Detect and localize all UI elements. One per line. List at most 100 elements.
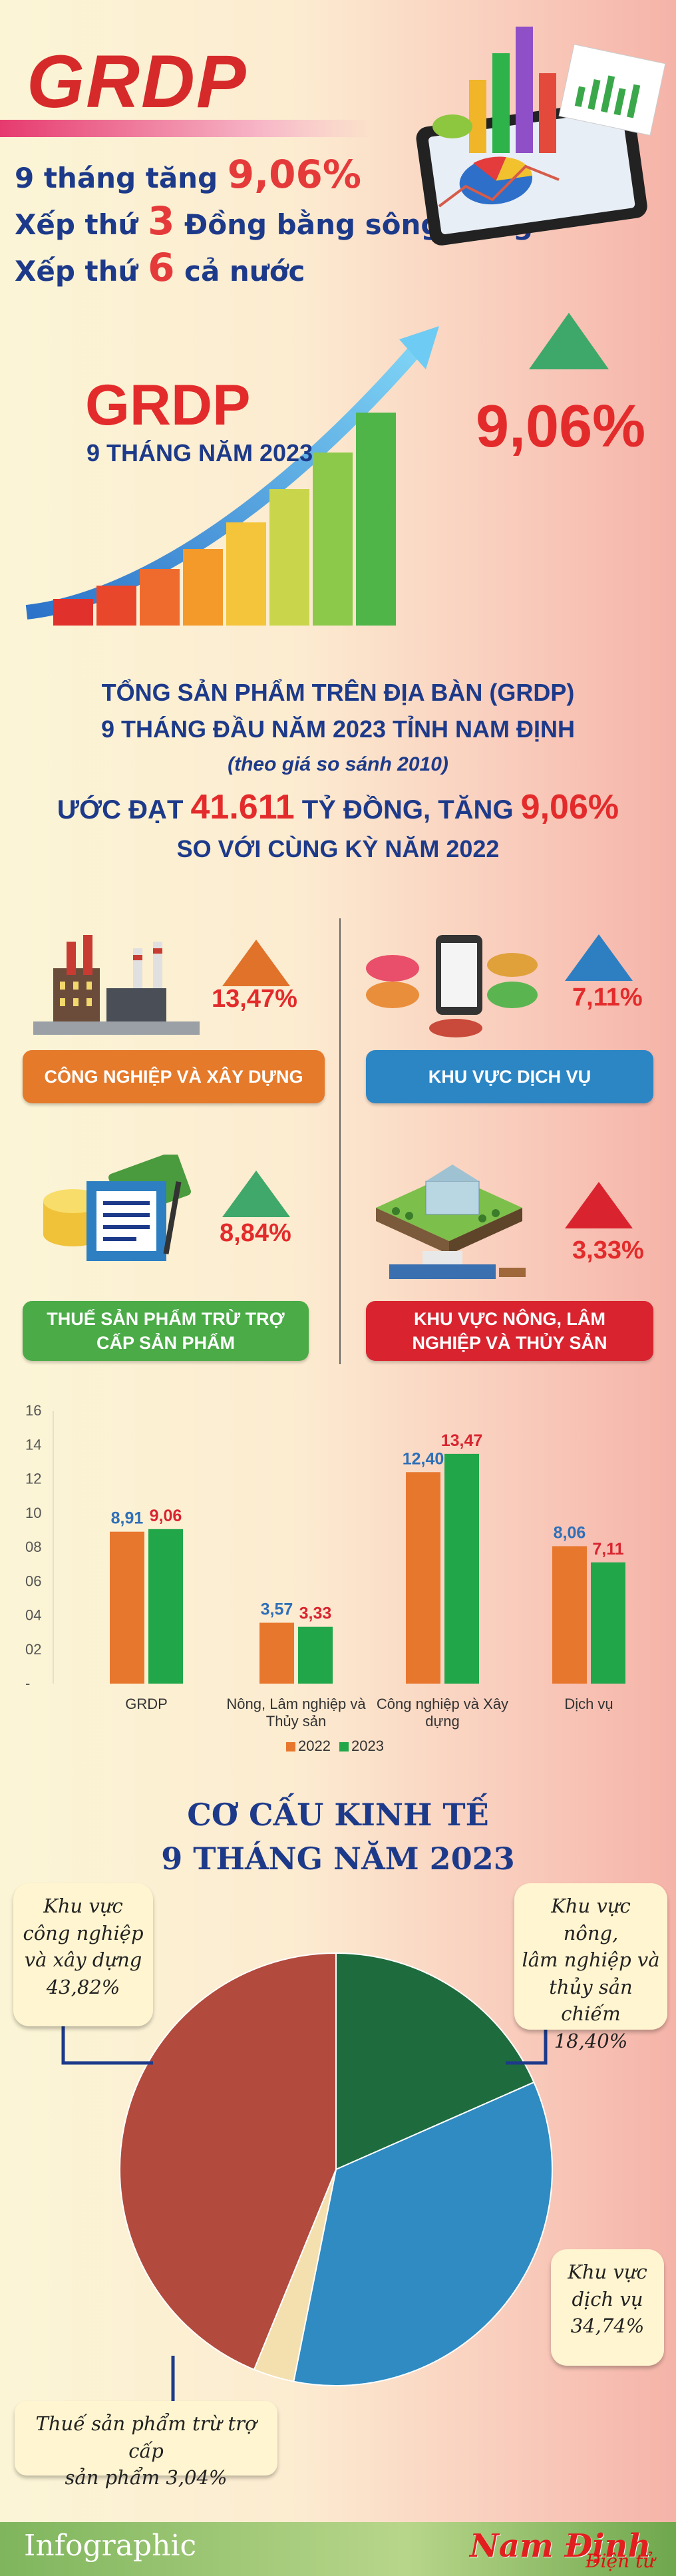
callout-tax: Thuế sản phẩm trừ trợ cấp sản phẩm 3,04% — [15, 2401, 277, 2489]
bar-2022-1 — [259, 1622, 294, 1684]
y-tick-label: 06 — [25, 1572, 41, 1589]
callout-tax-line2: sản phẩm 3,04% — [65, 2466, 228, 2489]
bar-data-label: 3,57 — [261, 1600, 293, 1619]
callout-service-line2: dịch vụ — [572, 2287, 643, 2310]
legend-swatch-2023 — [339, 1742, 349, 1751]
header-title: GRDP — [27, 40, 248, 123]
callout-service-line1: Khu vực — [568, 2261, 647, 2283]
summary-line5: SO VỚI CÙNG KỲ NĂM 2022 — [176, 835, 500, 862]
growth-panel-title: GRDP — [85, 373, 251, 437]
pie-slice-3 — [119, 1952, 337, 2371]
header-line1-value: 9,06% — [227, 152, 361, 197]
industry-percent: 13,47% — [212, 985, 297, 1013]
summary-value: 41.611 — [190, 788, 295, 827]
tax-label: THUẾ SẢN PHẨM TRỪ TRỢ CẤP SẢN PHẨM — [23, 1301, 309, 1361]
bar-2023-1 — [298, 1626, 333, 1684]
bar-2022-0 — [110, 1531, 144, 1684]
bar-data-label: 8,06 — [554, 1523, 586, 1542]
x-category-label: Thủy sản — [266, 1713, 327, 1730]
y-tick-label: 12 — [25, 1471, 41, 1487]
bar-2022-2 — [406, 1472, 440, 1684]
services-percent: 7,11% — [572, 984, 643, 1012]
header-line1-text: 9 tháng tăng — [15, 162, 228, 194]
footer-label: Infographic — [24, 2529, 197, 2563]
footer-bar — [0, 2522, 676, 2576]
agriculture-label: KHU VỰC NÔNG, LÂM NGHIỆP VÀ THỦY SẢN — [366, 1301, 653, 1361]
summary-line1: TỔNG SẢN PHẨM TRÊN ĐỊA BÀN (GRDP) — [101, 679, 575, 706]
services-label: KHU VỰC DỊCH VỤ — [366, 1050, 653, 1103]
agriculture-arrow-icon — [565, 1182, 633, 1228]
industry-label: CÔNG NGHIỆP VÀ XÂY DỰNG — [23, 1050, 325, 1103]
footer-brand-logo[interactable]: Nam Định — [470, 2527, 651, 2565]
tax-arrow-icon — [222, 1171, 290, 1217]
sector-divider — [339, 918, 341, 1364]
pie-chart-title: CƠ CẤU KINH TẾ — [187, 1797, 489, 1833]
summary-line2: 9 THÁNG ĐẦU NĂM 2023 TỈNH NAM ĐỊNH — [100, 715, 576, 743]
x-category-label: GRDP — [125, 1696, 168, 1712]
header-line2-value: 3 — [148, 198, 175, 244]
legend-label-2022: 2022 — [298, 1738, 331, 1754]
services-arrow-icon — [565, 934, 633, 981]
growth-panel-percent: 9,06% — [476, 393, 646, 460]
summary-text-c: TỶ ĐỒNG, TĂNG — [294, 795, 521, 825]
summary-line4: ƯỚC ĐẠT 41.611 TỶ ĐỒNG, TĂNG 9,06% — [0, 787, 676, 827]
agriculture-farm-icon — [376, 1165, 526, 1279]
growth-panel-subtitle: 9 THÁNG NĂM 2023 — [86, 439, 313, 466]
callout-industry: Khu vực công nghiệp và xây dựng 43,82% — [13, 1883, 153, 2026]
y-tick-label: 02 — [25, 1641, 41, 1658]
footer-brand-subtitle: Điện tử — [586, 2550, 655, 2572]
agriculture-percent: 3,33% — [572, 1236, 644, 1264]
tablet-chart-illustration — [416, 27, 666, 246]
header-line3-suffix: cả nước — [174, 255, 305, 287]
summary-growth: 9,06% — [520, 788, 619, 827]
callout-service-line3: 34,74% — [570, 2314, 645, 2338]
callout-industry-line1: Khu vực — [43, 1895, 123, 1917]
y-tick-label: 04 — [25, 1607, 41, 1624]
bar-data-label: 12,40 — [403, 1449, 444, 1468]
pie-chart-subtitle: 9 THÁNG NĂM 2023 — [161, 1841, 515, 1877]
legend-label-2023: 2023 — [351, 1738, 384, 1754]
pie-slice-0 — [335, 1952, 535, 2171]
callout-industry-line3: và xây dựng — [24, 1948, 142, 1972]
summary-line3: (theo giá so sánh 2010) — [228, 753, 448, 775]
tax-percent: 8,84% — [220, 1219, 291, 1247]
x-category-label: Dịch vụ — [564, 1696, 613, 1712]
up-triangle-icon — [529, 313, 609, 369]
callout-agri-line2: lâm nghiệp và — [522, 1948, 660, 1972]
factory-icon — [33, 935, 200, 1035]
bar-2022-3 — [552, 1546, 587, 1684]
y-tick-label: - — [25, 1675, 30, 1692]
bar-2023-2 — [444, 1453, 479, 1684]
callout-services: Khu vực dịch vụ 34,74% — [551, 2249, 664, 2366]
callout-agri-line3: thủy sản chiếm — [549, 1975, 633, 2026]
y-tick-label: 16 — [25, 1402, 41, 1419]
bar-data-label: 9,06 — [150, 1507, 182, 1525]
bar-data-label: 13,47 — [441, 1431, 483, 1450]
bar-data-label: 7,11 — [592, 1540, 623, 1559]
bar-2023-3 — [591, 1562, 625, 1684]
y-tick-label: 08 — [25, 1539, 41, 1555]
market-services-icon — [366, 935, 538, 1037]
bar-2023-0 — [148, 1529, 183, 1684]
x-category-label: dựng — [425, 1713, 459, 1730]
header-line-rank-country: Xếp thứ 6 cả nước — [15, 245, 305, 290]
bar-data-label: 8,91 — [111, 1509, 144, 1528]
header-line2-text: Xếp thứ — [15, 208, 148, 241]
callout-agriculture: Khu vực nông, lâm nghiệp và thủy sản chi… — [514, 1883, 667, 2052]
growth-steps-illustration — [25, 326, 439, 626]
header-line3-text: Xếp thứ — [15, 255, 148, 287]
header-line3-value: 6 — [148, 245, 175, 290]
summary-text-a: ƯỚC ĐẠT — [57, 795, 191, 825]
pie-leader-line-1 — [506, 2030, 548, 2065]
callout-agri-line4: 18,40% — [554, 2029, 628, 2052]
bar-data-label: 3,33 — [299, 1604, 332, 1623]
bar-chart: 16 14 12 10 08 06 04 02 - 8,91 9,06 GRDP 3,57 3,33 Nôn… — [25, 1402, 625, 1754]
callout-industry-line2: công nghiệp — [23, 1921, 144, 1944]
callout-industry-line4: 43,82% — [46, 1975, 120, 1998]
header-band — [0, 120, 373, 137]
x-category-label: Công nghiệp và Xây — [377, 1696, 508, 1712]
tax-money-icon — [43, 1155, 191, 1261]
y-tick-label: 14 — [25, 1436, 41, 1453]
industry-arrow-icon — [222, 940, 290, 986]
callout-tax-line1: Thuế sản phẩm trừ trợ cấp — [35, 2412, 257, 2462]
